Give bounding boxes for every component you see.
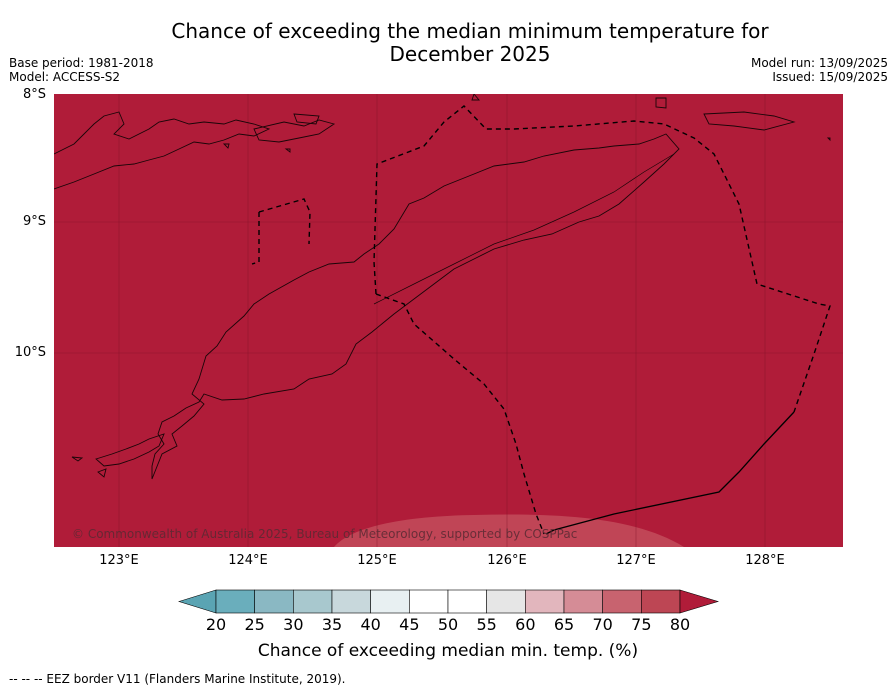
rote-coast (95, 433, 165, 467)
map-title: Chance of exceeding the median minimum t… (120, 20, 820, 66)
model-name: Model: ACCESS-S2 (9, 70, 121, 84)
colorbar-tick-label: 50 (437, 615, 459, 634)
copyright-notice: © Commonwealth of Australia 2025, Bureau… (72, 527, 578, 541)
meta-right: Model run: 13/09/2025 Issued: 15/09/2025 (751, 56, 888, 84)
colorbar-cell (370, 589, 410, 614)
lat-label-9s: 9°S (22, 214, 46, 229)
colorbar-tick-label: 40 (360, 615, 381, 634)
colorbar-cell (215, 589, 255, 614)
map-background (54, 94, 843, 547)
eez-solid-segment (545, 411, 795, 535)
title-line-2: December 2025 (389, 42, 551, 66)
colorbar-tick-label: 30 (283, 615, 304, 634)
lat-label-10s: 10°S (14, 345, 46, 360)
colorbar-cell (641, 589, 681, 614)
colorbar-tick-label: 20 (205, 615, 227, 634)
title-line-1: Chance of exceeding the median minimum t… (171, 19, 769, 43)
map-panel (54, 94, 843, 547)
colorbar-cell (293, 589, 333, 614)
gridlines (54, 94, 843, 547)
model-run: Model run: 13/09/2025 (750, 56, 888, 70)
eez-footnote: -- -- -- EEZ border V11 (Flanders Marine… (9, 672, 346, 686)
colorbar-cell (602, 589, 642, 614)
eez-border (251, 105, 831, 535)
coastlines (54, 94, 831, 480)
colorbar-tick-label: 65 (553, 615, 575, 634)
colorbar-tick-label: 75 (631, 615, 652, 634)
colorbar-tick-label: 70 (592, 615, 613, 634)
lon-label-124e: 124°E (228, 553, 268, 568)
colorbar-tick-label: 80 (669, 615, 691, 634)
timor-coast (151, 133, 680, 480)
colorbar-tick-label: 55 (476, 615, 497, 634)
lon-label-126e: 126°E (487, 553, 527, 568)
colorbar-cell (409, 589, 449, 614)
lon-label-123e: 123°E (99, 553, 139, 568)
colorbar-cell (486, 589, 526, 614)
colorbar-cell (447, 589, 487, 614)
lat-label-8s: 8°S (22, 87, 46, 102)
colorbar-tick-label: 35 (321, 615, 343, 634)
lower-probability-patch (334, 514, 684, 547)
northern-islands-coast (54, 111, 271, 190)
colorbar-label: Chance of exceeding median min. temp. (%… (257, 641, 639, 661)
colorbar-cell (525, 589, 565, 614)
lon-label-128e: 128°E (745, 553, 785, 568)
colorbar-extend-low (178, 589, 217, 614)
base-period: Base period: 1981-2018 (9, 56, 154, 70)
colorbar-cell (563, 589, 603, 614)
wetar-coast (703, 111, 796, 131)
lon-label-127e: 127°E (616, 553, 656, 568)
lon-label-125e: 125°E (357, 553, 397, 568)
colorbar (178, 589, 719, 614)
colorbar-extend-high (679, 589, 719, 614)
colorbar-tick-label: 25 (244, 615, 265, 634)
colorbar-cell (331, 589, 371, 614)
issued-date: Issued: 15/09/2025 (772, 70, 888, 84)
meta-left: Base period: 1981-2018 Model: ACCESS-S2 (9, 56, 154, 84)
colorbar-tick-label: 60 (515, 615, 536, 634)
colorbar-tick-label: 45 (399, 615, 420, 634)
colorbar-cell (254, 589, 294, 614)
